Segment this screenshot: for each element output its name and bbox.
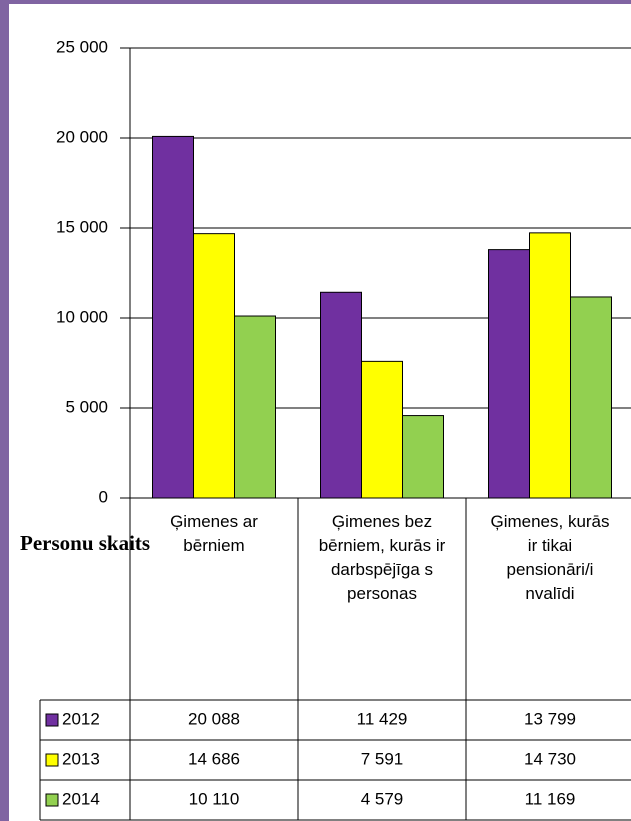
- legend-label: 2012: [62, 709, 100, 728]
- table-cell: 4 579: [361, 789, 404, 808]
- legend-swatch: [45, 793, 59, 807]
- legend-swatch: [45, 713, 59, 727]
- bar: [488, 249, 530, 499]
- y-tick-label: 5 000: [65, 397, 108, 416]
- x-tick-label: Ģimenes ar bērniem: [170, 512, 258, 555]
- bar: [529, 232, 571, 499]
- y-tick-label: 0: [99, 487, 108, 506]
- table-cell: 14 730: [524, 749, 576, 768]
- x-tick-label: Ģimenes, kurās ir tikai pensionāri/i nva…: [490, 512, 610, 603]
- table-cell: 20 088: [188, 709, 240, 728]
- table-cell: 11 169: [525, 789, 576, 808]
- y-tick-label: 10 000: [56, 307, 108, 326]
- legend-swatch: [45, 753, 59, 767]
- bar: [320, 291, 362, 499]
- frame-left: [0, 0, 9, 821]
- bar: [234, 315, 276, 499]
- table-cell: 7 591: [361, 749, 404, 768]
- x-tick-label: Ģimenes bez bērniem, kurās ir darbspējīg…: [318, 512, 446, 603]
- y-tick-label: 15 000: [56, 217, 108, 236]
- y-tick-label: 25 000: [56, 37, 108, 56]
- table-cell: 11 429: [357, 709, 408, 728]
- bar: [193, 233, 235, 499]
- y-axis-title: Personu skaits: [20, 531, 150, 555]
- bar: [152, 135, 194, 499]
- table-cell: 10 110: [189, 789, 240, 808]
- bar: [402, 415, 444, 499]
- bar: [570, 296, 612, 499]
- y-tick-label: 20 000: [56, 127, 108, 146]
- table-cell: 14 686: [188, 749, 240, 768]
- legend-label: 2014: [62, 789, 100, 808]
- bar: [361, 360, 403, 499]
- legend-label: 2013: [62, 749, 100, 768]
- table-cell: 13 799: [524, 709, 576, 728]
